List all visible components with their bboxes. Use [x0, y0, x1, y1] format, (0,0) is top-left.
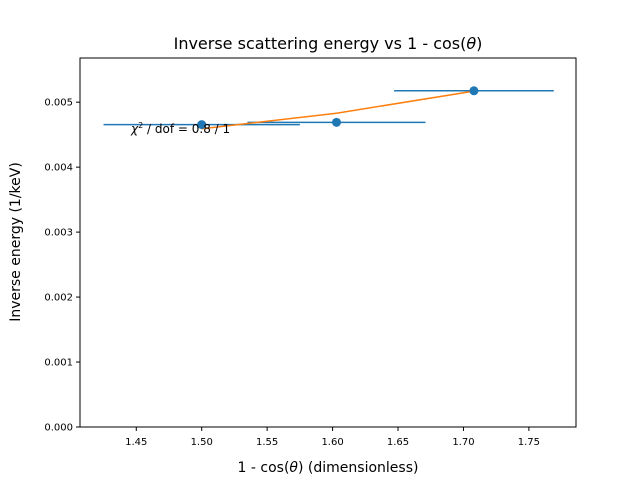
data-point [332, 117, 342, 127]
chi-square-annotation: χ2 / dof = 0.8 / 1 [130, 121, 230, 136]
data-point [469, 86, 479, 96]
y-axis-label: Inverse energy (1/keV) [8, 162, 24, 322]
x-tick-label: 1.55 [256, 437, 278, 448]
x-axis-label: 1 - cos(θ) (dimensionless) [238, 460, 419, 476]
x-tick-label: 1.45 [125, 437, 147, 448]
y-tick-label: 0.005 [44, 98, 73, 109]
y-tick-label: 0.003 [44, 228, 73, 239]
y-tick-label: 0.001 [44, 358, 73, 369]
x-tick-label: 1.75 [518, 437, 540, 448]
y-tick-label: 0.000 [44, 423, 73, 434]
x-tick-label: 1.70 [452, 437, 474, 448]
x-tick-label: 1.65 [387, 437, 409, 448]
x-tick-label: 1.50 [191, 437, 213, 448]
chart-title: Inverse scattering energy vs 1 - cos(θ) [174, 34, 483, 53]
y-tick-label: 0.002 [44, 293, 73, 304]
y-tick-label: 0.004 [44, 163, 73, 174]
plot-frame [79, 57, 577, 428]
data-point [197, 120, 207, 130]
plot-area [103, 86, 554, 130]
fit-line [201, 90, 475, 130]
x-tick-label: 1.60 [321, 437, 343, 448]
